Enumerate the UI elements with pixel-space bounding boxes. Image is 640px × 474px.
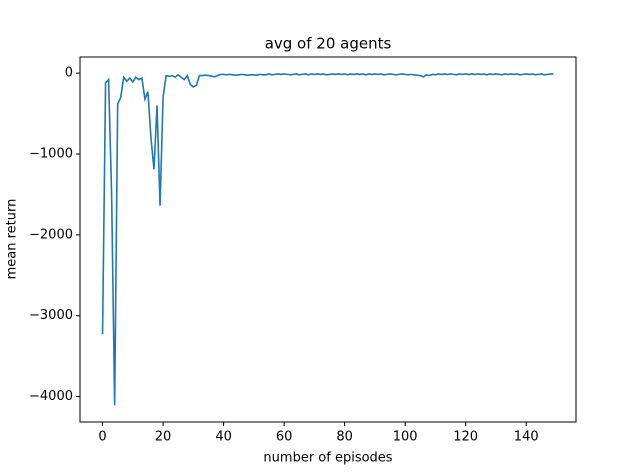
- y-tick-label: 0: [65, 66, 73, 81]
- x-tick-label: 80: [336, 430, 353, 445]
- x-tick-label: 40: [215, 430, 232, 445]
- x-tick-label: 60: [276, 430, 293, 445]
- chart-title: avg of 20 agents: [265, 35, 392, 53]
- y-tick-label: −4000: [29, 389, 73, 404]
- x-axis-label: number of episodes: [263, 451, 392, 466]
- x-tick-label: 140: [514, 430, 539, 445]
- x-tick-label: 20: [155, 430, 172, 445]
- y-axis-label: mean return: [5, 199, 20, 280]
- y-tick-label: −3000: [29, 308, 73, 323]
- x-tick-label: 100: [393, 430, 418, 445]
- x-tick-label: 120: [453, 430, 478, 445]
- plot-frame: [79, 56, 577, 423]
- x-tick-label: 0: [98, 430, 106, 445]
- y-tick-label: −1000: [29, 147, 73, 162]
- data-line: [101, 73, 554, 406]
- y-tick-label: −2000: [29, 227, 73, 242]
